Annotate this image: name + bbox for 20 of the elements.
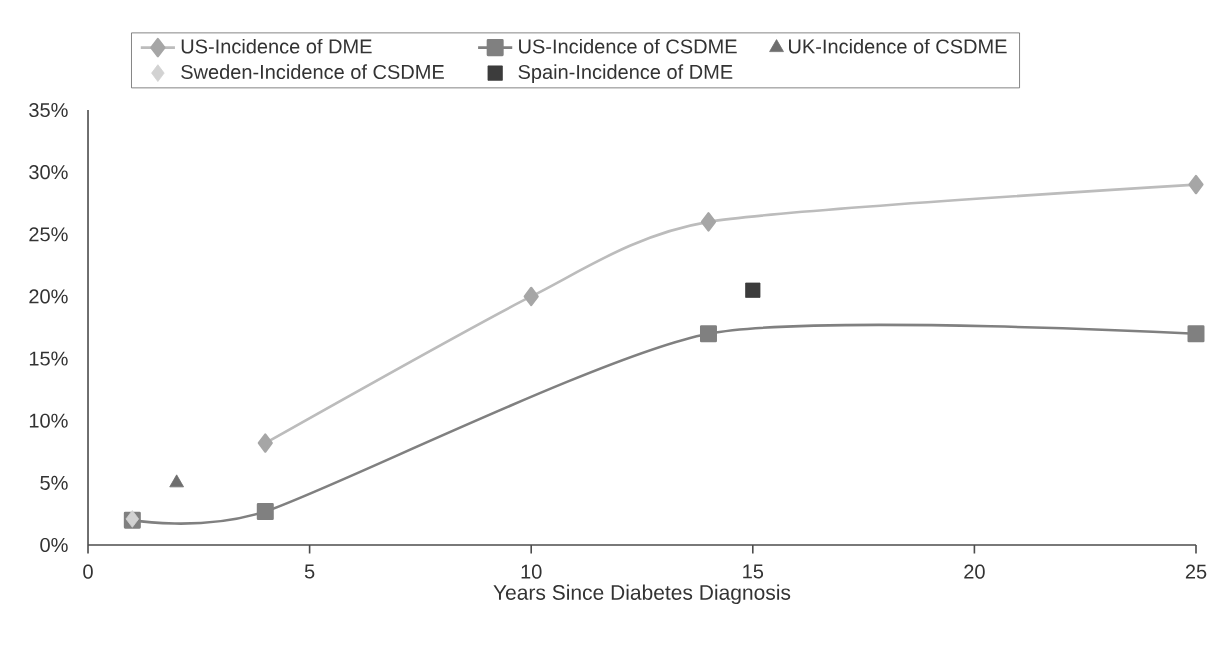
x-tick-label: 20 — [964, 564, 985, 579]
x-tick-label: 25 — [1185, 564, 1207, 579]
y-tick-label: 15% — [29, 351, 68, 366]
y-tick-label: 0% — [40, 537, 68, 553]
y-tick-label: 20% — [29, 289, 68, 304]
legend-label: US-Incidence of CSDME — [519, 38, 737, 54]
y-tick-label: 5% — [40, 475, 68, 490]
legend-label: UK-Incidence of CSDME — [789, 38, 1007, 54]
x-tick-label: 0 — [83, 564, 93, 579]
legend-label: Sweden-Incidence of CSDME — [181, 64, 444, 80]
y-tick-label: 30% — [29, 165, 68, 180]
legend-label: Spain-Incidence of DME — [518, 64, 733, 83]
y-tick-label: 10% — [29, 413, 68, 428]
y-tick-label: 35% — [29, 102, 68, 118]
x-axis-title: Years Since Diabetes Diagnosis — [493, 584, 791, 605]
x-tick-label: 5 — [304, 564, 315, 579]
x-tick-label: 15 — [743, 564, 764, 579]
legend-label: US-Incidence of DME — [181, 38, 372, 54]
y-tick-label: 25% — [29, 227, 68, 242]
x-tick-label: 10 — [521, 564, 542, 579]
